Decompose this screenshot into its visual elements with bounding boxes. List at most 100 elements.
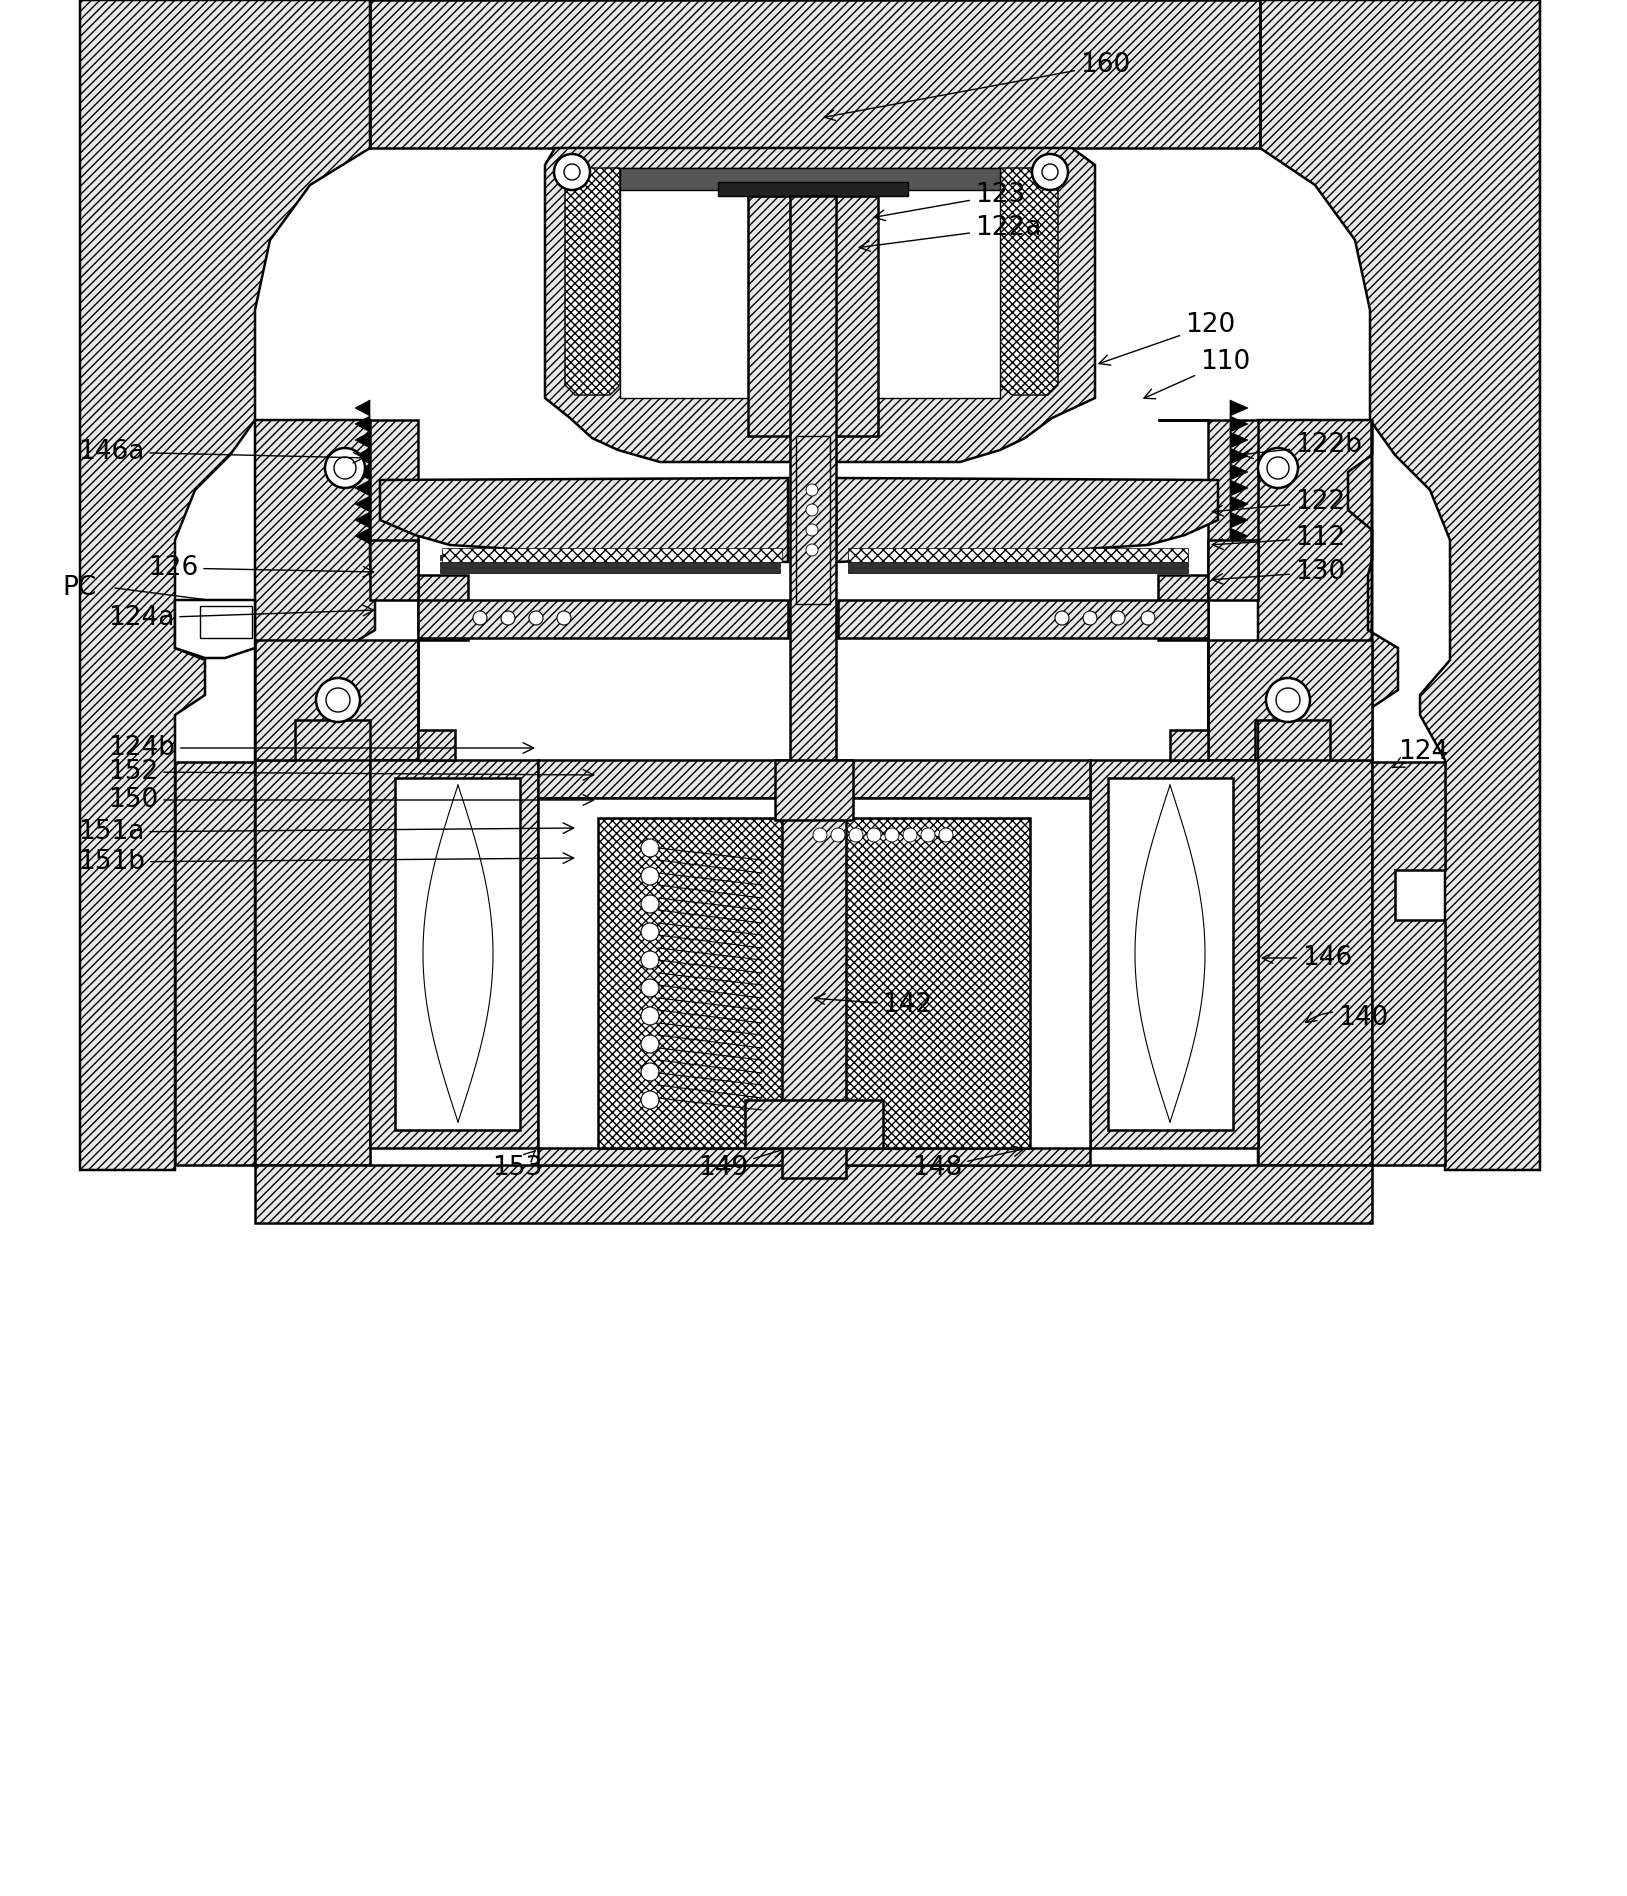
Bar	[439, 569, 779, 573]
Text: 124a: 124a	[107, 605, 374, 631]
Circle shape	[325, 688, 350, 713]
Polygon shape	[1207, 641, 1372, 760]
Polygon shape	[1090, 760, 1258, 1147]
Circle shape	[814, 829, 827, 842]
Text: 146a: 146a	[78, 440, 364, 465]
Polygon shape	[80, 0, 369, 1170]
Circle shape	[1054, 611, 1069, 626]
Circle shape	[641, 1007, 659, 1026]
Bar	[848, 548, 1188, 561]
Circle shape	[529, 611, 543, 626]
Circle shape	[325, 447, 364, 487]
Circle shape	[501, 611, 516, 626]
Bar	[848, 556, 1188, 559]
Polygon shape	[1258, 421, 1398, 1164]
Circle shape	[641, 1035, 659, 1052]
Bar	[774, 760, 853, 819]
Polygon shape	[1230, 447, 1248, 465]
Bar	[718, 182, 908, 195]
Circle shape	[641, 952, 659, 969]
Polygon shape	[355, 400, 369, 415]
Bar	[796, 436, 830, 605]
Bar	[539, 1147, 1090, 1164]
Text: 152: 152	[107, 758, 594, 785]
Bar	[791, 195, 836, 396]
Bar	[369, 0, 1259, 148]
Bar	[369, 540, 418, 599]
Bar	[443, 548, 783, 561]
Circle shape	[316, 679, 360, 722]
Text: 122a: 122a	[859, 214, 1041, 252]
Bar	[783, 798, 846, 1177]
Circle shape	[641, 978, 659, 997]
Polygon shape	[369, 760, 539, 1147]
Polygon shape	[1230, 480, 1248, 497]
Polygon shape	[1001, 169, 1058, 394]
Polygon shape	[355, 480, 369, 497]
Circle shape	[555, 154, 591, 190]
Polygon shape	[1230, 497, 1248, 512]
Circle shape	[641, 1064, 659, 1081]
Circle shape	[805, 523, 818, 537]
Text: 151a: 151a	[78, 819, 574, 846]
Circle shape	[867, 829, 880, 842]
Polygon shape	[355, 415, 369, 432]
Bar	[395, 777, 521, 1130]
Circle shape	[1041, 163, 1058, 180]
Circle shape	[641, 1090, 659, 1109]
Text: PC: PC	[62, 574, 96, 601]
Text: 153: 153	[491, 1151, 542, 1181]
Circle shape	[939, 829, 953, 842]
Bar	[599, 817, 1030, 1147]
Circle shape	[1258, 447, 1298, 487]
Text: 123: 123	[874, 182, 1025, 220]
Polygon shape	[355, 497, 369, 512]
Text: 124: 124	[1393, 739, 1448, 768]
Polygon shape	[836, 478, 1219, 561]
Circle shape	[831, 829, 844, 842]
Polygon shape	[381, 478, 787, 561]
Circle shape	[641, 840, 659, 857]
Circle shape	[556, 611, 571, 626]
Circle shape	[1111, 611, 1124, 626]
Circle shape	[805, 504, 818, 516]
Circle shape	[903, 829, 918, 842]
Polygon shape	[355, 527, 369, 544]
Bar	[539, 798, 1090, 1151]
Polygon shape	[355, 465, 369, 480]
Circle shape	[805, 544, 818, 556]
Bar	[1207, 540, 1258, 599]
Bar	[791, 195, 836, 976]
Circle shape	[1084, 611, 1097, 626]
Polygon shape	[1158, 574, 1207, 760]
Text: 126: 126	[148, 556, 374, 580]
Bar	[1108, 777, 1233, 1130]
Text: 124b: 124b	[107, 736, 534, 760]
Circle shape	[805, 483, 818, 497]
Bar	[848, 569, 1188, 573]
Polygon shape	[1230, 415, 1248, 432]
Text: 160: 160	[825, 51, 1131, 121]
Polygon shape	[355, 432, 369, 447]
Bar	[745, 1100, 883, 1147]
Bar	[748, 195, 879, 436]
Circle shape	[849, 829, 862, 842]
Circle shape	[641, 895, 659, 914]
Polygon shape	[176, 762, 255, 1164]
Circle shape	[473, 611, 486, 626]
Bar	[200, 607, 252, 637]
Circle shape	[885, 829, 900, 842]
Polygon shape	[1230, 512, 1248, 527]
Polygon shape	[176, 599, 255, 658]
Circle shape	[921, 829, 936, 842]
Text: 112: 112	[1212, 525, 1346, 552]
Polygon shape	[1259, 0, 1541, 1170]
Circle shape	[1032, 154, 1067, 190]
Circle shape	[1266, 679, 1310, 722]
Polygon shape	[1372, 762, 1445, 1164]
Text: 146: 146	[1263, 944, 1352, 971]
Circle shape	[334, 457, 356, 480]
Polygon shape	[565, 169, 620, 394]
Polygon shape	[1230, 400, 1248, 415]
Text: 122b: 122b	[1243, 432, 1362, 459]
